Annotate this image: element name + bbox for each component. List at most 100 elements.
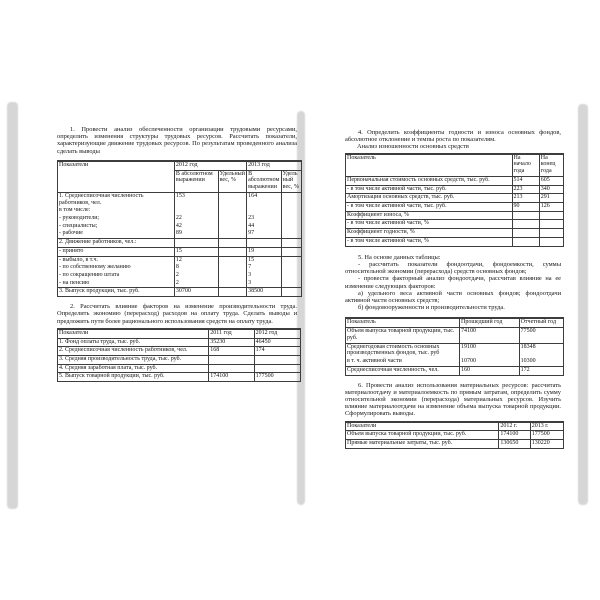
cell <box>174 238 219 247</box>
cell: 10300 <box>520 358 536 365</box>
table-row: 2. Среднесписочная численность работнико… <box>58 346 300 356</box>
labor-resources-table: Показатели 2012 год 2013 год В абсолютном в… <box>57 159 302 298</box>
cell: Амортизация основных средств, тыс. руб. <box>346 193 513 203</box>
cell <box>219 230 248 239</box>
table-row: Первоначальная стоимость основных средст… <box>346 175 563 185</box>
cell <box>219 222 248 231</box>
cell <box>281 238 301 247</box>
table-row: 4. Средняя заработная плата, тыс. руб. <box>58 363 300 373</box>
task5-item: б) фондовооруженности и производительнос… <box>358 304 505 312</box>
cell: 90 <box>512 202 540 211</box>
cell: 3. Средняя производительность труда, тыс… <box>58 355 210 364</box>
cell: - специалисты; <box>58 222 175 231</box>
header-cell: В абсолютном выражении <box>174 169 219 192</box>
cell: 22 <box>175 214 219 223</box>
cell: - выбыло, в т.ч. <box>58 255 175 265</box>
cell: 97 <box>247 230 282 239</box>
task5-item: а) удельного веса активной части основны… <box>345 289 561 305</box>
cell <box>539 210 563 220</box>
task5-intro: 5. На основе данных таблицы: <box>358 253 441 261</box>
cell: 89 <box>175 230 219 239</box>
cell: Прямые материальные затраты, тыс. руб. <box>346 439 500 448</box>
table-row: - на пенсию 2 3 <box>58 279 301 288</box>
cell: 23 <box>247 214 282 223</box>
cell <box>282 272 301 280</box>
header-cell: Показатель <box>346 318 461 328</box>
cell: Объем выпуска товарной продукции, тыс. р… <box>346 327 461 343</box>
cell: в т. ч. активной части <box>346 358 461 366</box>
table-row: Объем выпуска товарной продукции, тыс. р… <box>346 430 563 440</box>
task1-paragraph: 1. Провести анализ обеспеченности органи… <box>57 126 297 155</box>
cell <box>539 236 563 246</box>
cell <box>282 230 301 238</box>
cell <box>218 246 248 256</box>
right-page: 4. Определить коэффициенты годности и из… <box>345 129 564 449</box>
cell: 3 <box>247 272 282 280</box>
cell: - в том числе активной части, тыс. руб. <box>346 202 513 211</box>
cell <box>281 191 301 207</box>
cell <box>254 355 300 364</box>
table-row: в т. ч. активной части 10700 10300 <box>346 358 563 366</box>
cell: 5. Выпуск товарной продукции, тыс. руб. <box>58 372 210 382</box>
material-resources-table: Показатели 2012 г. 2013 г. Объем выпуска то… <box>345 420 564 449</box>
cell: Коэффициент годности, % <box>346 228 513 237</box>
header-cell: 2012 год <box>174 160 248 170</box>
cell <box>539 219 563 228</box>
header-cell: Показатели <box>58 328 210 338</box>
table-row: Среднесписочная численность, чел. 160 172 <box>346 365 563 375</box>
cell: - по сокращению штата <box>58 272 175 280</box>
table-row: - в том числе активной части, % <box>346 236 563 246</box>
header-cell: На начало года <box>512 153 540 176</box>
table-row: 3. Выпуск продукции, тыс. руб. 30700 38500 <box>58 287 301 297</box>
labor-productivity-table: Показатели 2011 год 2012 год 1. Фонд оплаты… <box>57 327 301 383</box>
header-cell: Показатели <box>346 421 500 431</box>
cell: 340 <box>539 184 563 194</box>
cell: - в том числе активной части, тыс. руб. <box>346 184 513 194</box>
cell <box>219 214 248 223</box>
table-row: Среднегодовая стоимость основных произво… <box>346 342 563 359</box>
cell: в том числе: <box>58 207 175 215</box>
cell: 15 <box>247 255 282 265</box>
page-gutter-shadow <box>297 111 305 505</box>
cell <box>209 355 255 364</box>
cell: - руководители; <box>58 214 175 223</box>
cell: 42 <box>175 222 219 231</box>
cell <box>218 255 248 265</box>
cell <box>218 191 248 208</box>
cell: 291 <box>539 193 563 202</box>
cell: 177500 <box>530 430 563 439</box>
header-cell: В абсолютном выражении <box>247 169 282 192</box>
cell: 1. Среднесписочная численность работнико… <box>58 191 175 208</box>
header-cell: Показатели <box>58 160 175 192</box>
cell: 177500 <box>254 372 300 381</box>
cell <box>219 207 248 215</box>
cell: 126 <box>539 202 563 211</box>
cell: 77500 <box>519 327 563 342</box>
capital-productivity-table: Показатель Прошедший год Отчетный год Объем… <box>345 317 564 376</box>
cell: 130650 <box>499 439 531 448</box>
cell <box>282 223 301 231</box>
table-row: - руководители; 22 23 <box>58 214 301 223</box>
table-row: Прямые материальные затраты, тыс. руб. 13… <box>346 439 563 448</box>
cell: 172 <box>519 365 563 375</box>
cell <box>254 363 300 373</box>
cell: 3. Выпуск продукции, тыс. руб. <box>58 287 175 297</box>
cell: - на пенсию <box>58 279 175 288</box>
table-header-row: Показатели 2012 г. 2013 г. <box>346 421 563 431</box>
cell <box>281 287 301 296</box>
cell: - в том числе активной части, % <box>346 236 513 246</box>
task4-paragraph: 4. Определить коэффициенты годности и из… <box>345 129 561 144</box>
table-row: - рабочие 89 97 <box>58 230 301 239</box>
table-row: в том числе: <box>58 207 301 215</box>
cell <box>512 228 540 237</box>
cell <box>282 215 301 223</box>
cell: 7 <box>247 264 282 272</box>
cell <box>219 264 248 272</box>
table-row: - в том числе активной части, % <box>346 219 563 229</box>
cell: - в том числе активной части, % <box>346 219 513 229</box>
table-row: - в том числе активной части, тыс. руб. 9… <box>346 202 563 211</box>
page-edge-shadow-right <box>578 104 588 505</box>
cell: 4. Средняя заработная плата, тыс. руб. <box>58 363 210 373</box>
page-edge-shadow-left <box>7 102 18 509</box>
